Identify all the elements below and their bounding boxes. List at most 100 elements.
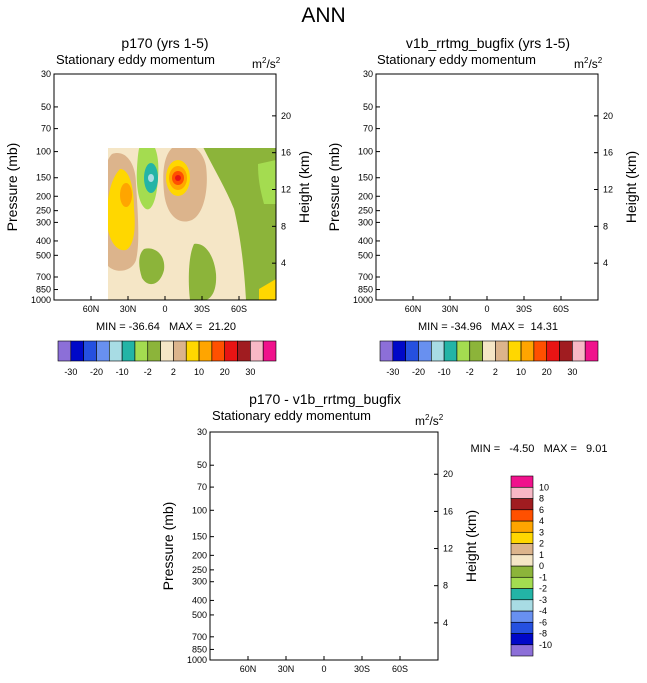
left-ytick-label: 500 <box>36 250 51 260</box>
left-ytick-label: 300 <box>36 217 51 227</box>
right-colorbar-swatch <box>533 340 548 362</box>
diff-ytick-label: 250 <box>192 565 207 575</box>
right-colorbar-label: 20 <box>542 367 552 377</box>
left-colorbar-label: 2 <box>171 367 176 377</box>
left-colorbar-swatch <box>121 340 136 362</box>
left-colorbar-swatch <box>134 340 149 362</box>
right-colorbar-swatch <box>520 340 535 362</box>
left-ylabel: Pressure (mb) <box>4 143 20 232</box>
diff-colorbar-swatch <box>510 621 534 634</box>
left-ytick-label: 1000 <box>31 295 51 305</box>
right-colorbar-swatch <box>572 340 586 362</box>
diff-colorbar-swatch <box>510 531 534 544</box>
right-colorbar-label: 30 <box>567 367 577 377</box>
diff-colorbar-label: 6 <box>539 505 544 515</box>
left-ylabel-right: Height (km) <box>296 151 312 223</box>
diff-xtick-label: 30S <box>354 664 370 674</box>
right-colorbar-swatch <box>495 340 509 362</box>
diff-ytick-label: 150 <box>192 532 207 542</box>
left-ytick-label: 100 <box>36 147 51 157</box>
diff-colorbar-label: -2 <box>539 584 547 594</box>
left-ytick-label: 30 <box>41 69 51 79</box>
right-rtick-label: 16 <box>603 148 613 158</box>
left-colorbar-swatch <box>185 340 200 362</box>
left-rtick-label: 4 <box>281 258 286 268</box>
right-ytick-label: 1000 <box>353 295 373 305</box>
left-ytick-label: 700 <box>36 272 51 282</box>
diff-colorbar-swatch <box>510 644 534 657</box>
left-colorbar-swatch <box>96 340 110 362</box>
diff-colorbar-label: 8 <box>539 494 544 504</box>
left-panel-title: p170 (yrs 1-5) <box>121 35 208 51</box>
left-colorbar-swatch <box>211 340 226 362</box>
diff-xtick-label: 60S <box>392 664 408 674</box>
right-ytick-label: 300 <box>358 217 373 227</box>
diff-colorbar-swatch <box>510 565 534 578</box>
right-colorbar-swatch <box>379 340 394 362</box>
left-colorbar-swatch <box>147 340 161 362</box>
diff-plot-frame <box>209 431 439 661</box>
left-xtick-label: 60S <box>231 304 247 314</box>
diff-colorbar-label: -1 <box>539 572 547 582</box>
diff-colorbar-label: 1 <box>539 550 544 560</box>
left-ytick-label: 850 <box>36 285 51 295</box>
diff-colorbar-label: 4 <box>539 516 544 526</box>
left-xtick-label: 30N <box>120 304 137 314</box>
left-colorbar-swatch <box>108 340 123 362</box>
left-rtick-label: 8 <box>281 221 286 231</box>
diff-ytick-label: 50 <box>197 460 207 470</box>
right-heatmap-field <box>376 71 598 300</box>
right-colorbar-swatch <box>456 340 471 362</box>
diff-ytick-label: 500 <box>192 610 207 620</box>
diff-colorbar-label: 3 <box>539 527 544 537</box>
left-panel-subtitle: Stationary eddy momentum <box>56 52 215 67</box>
diff-colorbar-label: -8 <box>539 629 547 639</box>
diff-colorbar-swatch <box>510 486 534 499</box>
right-rtick-label: 8 <box>603 221 608 231</box>
left-heatmap-field <box>108 148 276 300</box>
right-ytick-label: 200 <box>358 191 373 201</box>
left-colorbar: -30 -20 -10 -2 2 10 20 30 <box>57 340 277 377</box>
left-panel: p170 (yrs 1-5) Stationary eddy momentum … <box>4 35 312 377</box>
right-units: m2/s2 <box>574 56 603 71</box>
left-rtick-label: 16 <box>281 148 291 158</box>
right-ytick-label: 70 <box>363 124 373 134</box>
diff-ytick-label: 30 <box>197 427 207 437</box>
diff-ytick-label: 700 <box>192 632 207 642</box>
diff-minmax: MIN = -4.50 MAX = 9.01 <box>471 443 608 455</box>
diff-xtick-label: 60N <box>240 664 257 674</box>
diff-rtick-label: 12 <box>443 544 453 554</box>
diff-colorbar-swatch <box>510 588 534 601</box>
diff-ytick-label: 70 <box>197 482 207 492</box>
right-colorbar-swatch <box>405 340 419 362</box>
right-rtick-label: 12 <box>603 185 613 195</box>
right-ylabel-right: Height (km) <box>623 151 639 223</box>
left-colorbar-label: -20 <box>90 367 103 377</box>
right-ytick-label: 500 <box>358 250 373 260</box>
right-plot-frame <box>375 73 599 301</box>
right-colorbar-swatch <box>507 340 522 362</box>
left-colorbar-label: -10 <box>116 367 129 377</box>
diff-panel-subtitle: Stationary eddy momentum <box>212 408 371 423</box>
right-ytick-label: 150 <box>358 173 373 183</box>
diff-panel-title: p170 - v1b_rrtmg_bugfix <box>249 391 401 407</box>
left-xtick-label: 30S <box>194 304 210 314</box>
diff-ytick-label: 200 <box>192 550 207 560</box>
diff-ytick-label: 400 <box>192 595 207 605</box>
diff-ytick-label: 850 <box>192 644 207 654</box>
diff-colorbar-swatch <box>510 498 534 511</box>
left-colorbar-swatch <box>70 340 84 362</box>
diff-colorbar-label: -3 <box>539 595 547 605</box>
right-colorbar-swatch <box>430 340 445 362</box>
diff-rtick-label: 20 <box>443 469 453 479</box>
right-colorbar-swatch <box>418 340 432 362</box>
diff-colorbar-swatch <box>510 554 534 567</box>
right-xtick-label: 30N <box>442 304 459 314</box>
right-colorbar-swatch <box>482 340 496 362</box>
left-colorbar-swatch <box>250 340 264 362</box>
left-colorbar-label: -2 <box>144 367 152 377</box>
right-ytick-label: 400 <box>358 236 373 246</box>
diff-colorbar-swatch <box>510 543 534 556</box>
